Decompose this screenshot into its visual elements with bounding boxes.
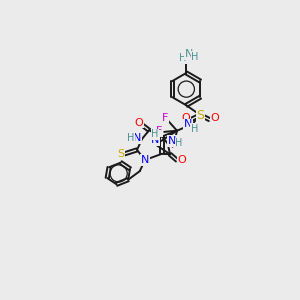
- Text: F: F: [171, 140, 177, 150]
- Text: S: S: [196, 109, 204, 122]
- Text: F: F: [156, 126, 162, 136]
- Text: H: H: [191, 124, 198, 134]
- Text: N: N: [133, 133, 142, 143]
- Text: O: O: [210, 113, 219, 124]
- Text: O: O: [178, 154, 187, 165]
- Text: H: H: [175, 138, 182, 148]
- Text: S: S: [117, 149, 124, 159]
- Text: F: F: [162, 112, 168, 122]
- Text: H: H: [191, 52, 199, 62]
- Text: H: H: [127, 133, 134, 143]
- Text: H: H: [179, 53, 187, 63]
- Text: O: O: [134, 118, 143, 128]
- Text: N: N: [184, 50, 193, 59]
- Text: N: N: [184, 119, 192, 129]
- Text: O: O: [182, 113, 190, 124]
- Text: N: N: [151, 135, 159, 145]
- Text: H: H: [151, 129, 159, 139]
- Text: N: N: [168, 136, 176, 146]
- Text: N: N: [141, 155, 149, 165]
